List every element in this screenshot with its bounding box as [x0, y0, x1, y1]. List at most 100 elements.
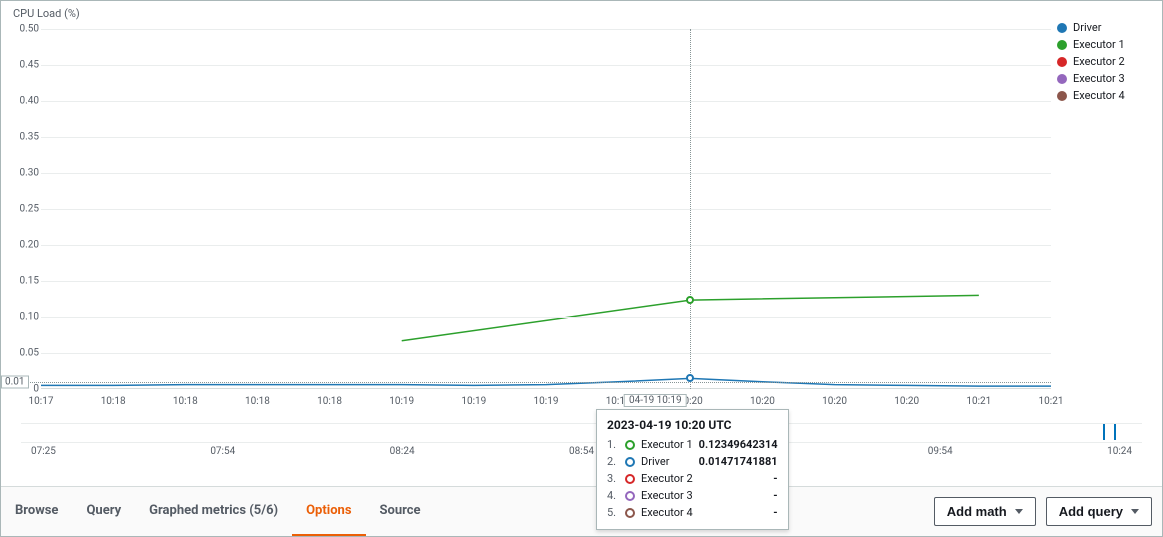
y-gridline: [41, 65, 1051, 66]
range-selection[interactable]: [1103, 424, 1116, 440]
legend-label: Executor 4: [1073, 89, 1125, 102]
hover-marker: [686, 374, 694, 382]
y-tick-label: 0.05: [9, 348, 39, 359]
range-tick-label: 10:24: [1107, 446, 1132, 457]
y-tick-label: 0.25: [9, 204, 39, 215]
crosshair-y-label: 0.01: [1, 375, 29, 388]
tooltip-row-index: 4.: [607, 489, 619, 502]
legend-label: Executor 2: [1073, 55, 1125, 68]
tooltip-row-name: Driver: [641, 455, 693, 468]
y-gridline: [41, 353, 1051, 354]
tooltip-row: 1. Executor 1 0.12349642314: [607, 436, 778, 453]
caret-down-icon: [1131, 509, 1139, 514]
tooltip-row-value: -: [773, 472, 777, 485]
tooltip-row-name: Executor 1: [641, 438, 693, 451]
x-tick-label: 10:21: [1039, 396, 1064, 407]
tooltip-row-swatch: [625, 508, 635, 518]
y-tick-label: 0.40: [9, 96, 39, 107]
x-tick-label: 10:18: [317, 396, 342, 407]
caret-down-icon: [1015, 509, 1023, 514]
tab-query[interactable]: Query: [72, 487, 135, 536]
y-gridline: [41, 29, 1051, 30]
range-tick-label: 07:54: [210, 446, 235, 457]
legend-item[interactable]: Executor 2: [1057, 53, 1152, 70]
y-axis-title: CPU Load (%): [13, 7, 80, 20]
tooltip-row-swatch: [625, 457, 635, 467]
tooltip-row-index: 3.: [607, 472, 619, 485]
tooltip-row-swatch: [625, 491, 635, 501]
x-tick-label: 10:18: [173, 396, 198, 407]
tab-options[interactable]: Options: [292, 487, 365, 536]
x-tick-label: 10:20: [750, 396, 775, 407]
y-tick-label: 0.50: [9, 24, 39, 35]
x-tick-label: 10:18: [245, 396, 270, 407]
crosshair-horizontal: [1, 382, 1051, 383]
tooltip-row-value: 0.12349642314: [699, 438, 778, 451]
hover-marker: [686, 296, 694, 304]
chart-tooltip: 2023-04-19 10:20 UTC 1. Executor 1 0.12349…: [596, 409, 789, 530]
legend-item[interactable]: Driver: [1057, 19, 1152, 36]
add-math-button[interactable]: Add math: [934, 497, 1036, 526]
y-gridline: [41, 317, 1051, 318]
x-tick-label: 10:21: [966, 396, 991, 407]
legend-item[interactable]: Executor 4: [1057, 87, 1152, 104]
time-range-strip[interactable]: 07:2507:5408:2408:5409:2409:5410:24: [21, 423, 1142, 443]
tooltip-row-name: Executor 2: [641, 472, 767, 485]
tooltip-row: 2. Driver 0.01471741881: [607, 453, 778, 470]
tooltip-row-value: 0.01471741881: [699, 455, 778, 468]
legend-label: Executor 1: [1073, 38, 1125, 51]
range-tick-label: 08:24: [390, 446, 415, 457]
tooltip-row-name: Executor 4: [641, 506, 767, 519]
tab-graphed[interactable]: Graphed metrics (5/6): [135, 487, 292, 536]
y-gridline: [41, 209, 1051, 210]
chart-legend: Driver Executor 1 Executor 2 Executor 3 Exec…: [1057, 19, 1152, 104]
tooltip-row-index: 5.: [607, 506, 619, 519]
tooltip-row: 4.Executor 3-: [607, 487, 778, 504]
legend-item[interactable]: Executor 3: [1057, 70, 1152, 87]
y-gridline: [41, 281, 1051, 282]
y-tick-label: 0.20: [9, 240, 39, 251]
tooltip-row: 5. Executor 4-: [607, 504, 778, 521]
tooltip-title: 2023-04-19 10:20 UTC: [607, 418, 778, 432]
add-math-label: Add math: [947, 504, 1007, 519]
legend-swatch: [1057, 40, 1067, 50]
tooltip-row-swatch: [625, 474, 635, 484]
x-tick-label: 10:18: [101, 396, 126, 407]
bottom-bar: BrowseQueryGraphed metrics (5/6)OptionsS…: [1, 486, 1162, 536]
legend-label: Driver: [1073, 21, 1101, 34]
legend-label: Executor 3: [1073, 72, 1125, 85]
y-tick-label: 0.10: [9, 312, 39, 323]
y-tick-label: 0.35: [9, 132, 39, 143]
x-tick-label: 10:20: [822, 396, 847, 407]
legend-swatch: [1057, 23, 1067, 33]
x-tick-label: 10:19: [461, 396, 486, 407]
tooltip-row-index: 1.: [607, 438, 619, 451]
x-tick-label: 10:19: [389, 396, 414, 407]
x-tick-label: 10:17: [29, 396, 54, 407]
range-tick-label: 08:54: [569, 446, 594, 457]
tooltip-row-swatch: [625, 440, 635, 450]
legend-item[interactable]: Executor 1: [1057, 36, 1152, 53]
legend-swatch: [1057, 57, 1067, 67]
tab-source[interactable]: Source: [366, 487, 435, 536]
tab-browse[interactable]: Browse: [1, 487, 72, 536]
y-tick-label: 0.15: [9, 276, 39, 287]
tooltip-row-name: Executor 3: [641, 489, 767, 502]
crosshair-x-label: 04-19 10:19: [624, 394, 687, 407]
range-tick-label: 09:54: [928, 446, 953, 457]
actions: Add math Add query: [924, 487, 1162, 536]
add-query-button[interactable]: Add query: [1046, 497, 1152, 526]
x-tick-label: 10:20: [894, 396, 919, 407]
tooltip-row-value: -: [773, 506, 777, 519]
y-gridline: [41, 101, 1051, 102]
range-tick-label: 07:25: [31, 446, 56, 457]
legend-swatch: [1057, 74, 1067, 84]
x-tick-label: 10:19: [534, 396, 559, 407]
chart-plot[interactable]: 00.050.100.150.200.250.300.350.400.450.5…: [41, 29, 1051, 389]
y-gridline: [41, 173, 1051, 174]
crosshair-vertical: [690, 29, 691, 389]
tooltip-row: 3. Executor 2-: [607, 470, 778, 487]
tooltip-row-index: 2.: [607, 455, 619, 468]
y-gridline: [41, 137, 1051, 138]
chart-panel: CPU Load (%) 00.050.100.150.200.250.300.…: [1, 1, 1162, 485]
